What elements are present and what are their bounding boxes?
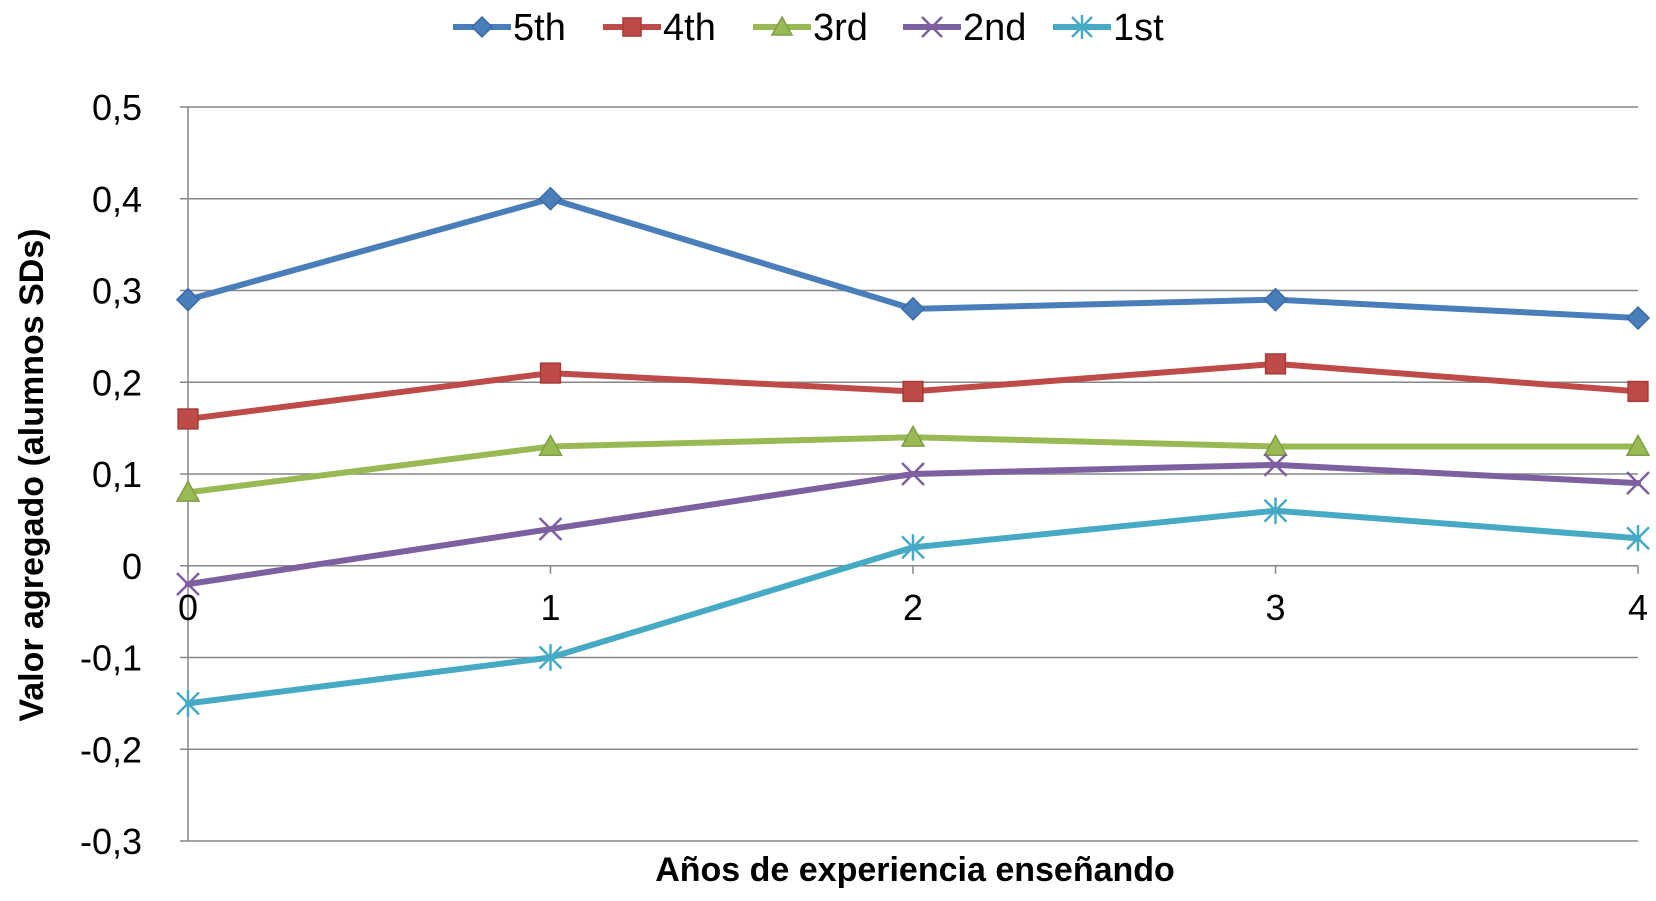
data-point — [538, 186, 563, 211]
legend-item-2nd: 2nd — [903, 7, 1026, 49]
y-tick-labels: 0,5 0,4 0,3 0,2 0,1 0 -0,1 -0,2 -0,3 — [80, 87, 142, 862]
data-point — [1263, 452, 1288, 477]
legend-label: 1st — [1113, 7, 1164, 49]
legend: 5th 4th 3rd 2nd 1st — [453, 7, 1164, 49]
y-tick-label: -0,2 — [80, 729, 142, 770]
legend-marker — [470, 15, 494, 39]
legend-marker — [921, 16, 943, 38]
y-tick-label: -0,3 — [80, 821, 142, 862]
y-axis-label: Valor agregado (alumnos SDs) — [13, 228, 51, 721]
y-tick-label: -0,1 — [80, 638, 142, 679]
y-tick-label: 0,5 — [92, 87, 142, 128]
data-point — [1626, 525, 1650, 552]
x-tick-labels: 0 1 2 3 4 — [178, 587, 1648, 628]
data-point — [538, 517, 563, 541]
legend-label: 5th — [513, 7, 566, 49]
data-point — [1264, 353, 1287, 375]
data-point — [1625, 305, 1651, 331]
x-tick-label: 0 — [178, 587, 198, 628]
data-point — [176, 572, 200, 596]
y-tick-label: 0 — [122, 546, 142, 587]
axes — [180, 106, 1639, 842]
data-point — [175, 287, 201, 312]
data-point — [539, 362, 562, 384]
data-point — [1625, 433, 1651, 457]
data-point — [538, 644, 563, 671]
series-3rd — [175, 424, 1651, 502]
data-point — [901, 534, 925, 561]
data-point — [900, 296, 926, 321]
series-5th — [175, 186, 1651, 331]
y-tick-label: 0,3 — [92, 271, 142, 312]
legend-item-5th: 5th — [453, 7, 566, 49]
series-1st — [176, 497, 1650, 717]
data-point — [1626, 471, 1650, 496]
data-point — [900, 424, 926, 447]
legend-marker — [622, 17, 642, 37]
data-point — [1263, 497, 1288, 524]
legend-label: 4th — [663, 7, 716, 49]
data-point — [1263, 287, 1288, 312]
data-point — [1263, 433, 1288, 457]
x-tick-label: 1 — [540, 587, 560, 628]
data-point — [538, 433, 563, 457]
legend-label: 3rd — [813, 7, 868, 49]
y-tick-label: 0,4 — [92, 179, 142, 220]
y-tick-label: 0,2 — [92, 362, 142, 403]
legend-marker — [770, 15, 794, 36]
x-tick-label: 3 — [1265, 587, 1285, 628]
data-point — [175, 479, 201, 502]
series-group — [175, 186, 1651, 717]
x-tick-label: 2 — [903, 587, 923, 628]
series-4th — [177, 353, 1649, 430]
data-point — [177, 408, 199, 430]
x-axis-label: Años de experiencia enseñando — [655, 851, 1175, 889]
data-point — [902, 380, 924, 403]
y-tick-label: 0,1 — [92, 454, 142, 495]
legend-item-3rd: 3rd — [753, 7, 868, 49]
data-point — [901, 462, 925, 486]
data-point — [1627, 380, 1649, 403]
legend-marker — [1071, 15, 1093, 39]
series-2nd — [176, 452, 1650, 596]
legend-label: 2nd — [963, 7, 1026, 49]
x-tick-label: 4 — [1628, 587, 1648, 628]
legend-item-4th: 4th — [603, 7, 716, 49]
legend-item-1st: 1st — [1053, 7, 1164, 49]
data-point — [176, 690, 200, 717]
